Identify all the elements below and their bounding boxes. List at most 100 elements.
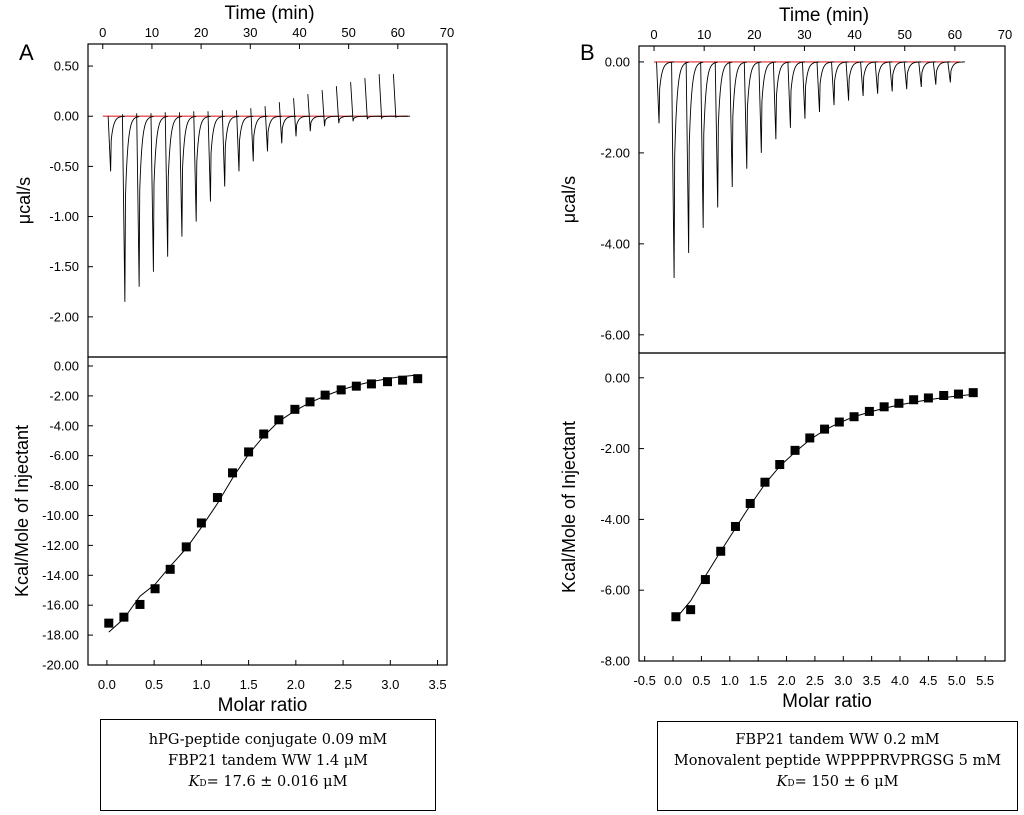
chart-a-isotherm-data-point bbox=[135, 599, 145, 609]
chart-b-thermogram-x-tick-label: 60 bbox=[948, 27, 962, 42]
chart-a-isotherm-x-tick-label: 0.5 bbox=[145, 677, 163, 692]
chart-b-thermogram-y-tick-label: -2.00 bbox=[600, 145, 630, 160]
chart-b-isotherm-x-tick-label: 4.5 bbox=[919, 673, 937, 688]
legend-b-kd-value: = 150 ± 6 μM bbox=[794, 774, 899, 790]
chart-a-thermogram-x-axis-label: Time (min) bbox=[224, 3, 314, 24]
chart-b-thermogram-injection-peak bbox=[802, 61, 820, 119]
chart-a-isotherm-y-tick-label: -12.00 bbox=[42, 538, 79, 553]
chart-b-isotherm-data-point bbox=[671, 612, 681, 622]
chart-a-isotherm-data-point bbox=[320, 390, 330, 400]
chart-a-thermogram-frame bbox=[87, 43, 448, 358]
chart-a-isotherm-data-point bbox=[150, 584, 160, 594]
chart-a-isotherm-data-point bbox=[351, 381, 361, 391]
legend-b-line2: Monovalent peptide WPPPPRVPRGSG 5 mM bbox=[673, 753, 1002, 769]
chart-a-isotherm-data-point bbox=[398, 375, 408, 385]
chart-a-isotherm-y-tick-label: -2.00 bbox=[49, 388, 79, 403]
chart-a-thermogram: 0 10 20 30 40 50 60 70 Time (min) 0.50 0.00 -0.50 -1… bbox=[14, 3, 454, 358]
chart-b-isotherm-frame bbox=[638, 352, 1006, 662]
chart-a-isotherm-data-point bbox=[413, 374, 423, 384]
chart-a-thermogram-x-tick-label: 70 bbox=[440, 25, 454, 40]
chart-a-isotherm-data-point bbox=[305, 397, 315, 407]
chart-a-isotherm-data-point bbox=[119, 612, 129, 622]
chart-a-isotherm-x-tick-label: 1.0 bbox=[192, 677, 210, 692]
chart-a-isotherm-y-tick-label: -14.00 bbox=[42, 568, 79, 583]
chart-b-thermogram-injection-peak bbox=[932, 61, 951, 85]
chart-b-isotherm-x-tick-label: 1.0 bbox=[721, 673, 739, 688]
chart-a-thermogram-injection-peak bbox=[364, 78, 382, 120]
chart-b-thermogram-injection-peak bbox=[729, 61, 747, 187]
chart-b-isotherm-x-tick-label: 3.0 bbox=[834, 673, 852, 688]
chart-a-thermogram-injection-peak bbox=[378, 74, 396, 120]
chart-b-thermogram-y-tick-label: -4.00 bbox=[600, 236, 630, 251]
chart-b-isotherm-data-point bbox=[953, 389, 963, 399]
chart-a-thermogram-injection-peak bbox=[193, 111, 211, 222]
chart-a-thermogram-injection-peak bbox=[250, 108, 268, 162]
chart-b-thermogram-injection-peak bbox=[772, 61, 791, 140]
chart-a-isotherm-data-point bbox=[290, 404, 300, 414]
panel-letter-b: B bbox=[580, 40, 595, 65]
chart-b-isotherm-data-point bbox=[864, 406, 874, 416]
chart-b-isotherm-y-tick-label: -8.00 bbox=[600, 654, 630, 669]
chart-b-isotherm-data-point bbox=[820, 424, 830, 434]
chart-b-thermogram-x-tick-label: 30 bbox=[797, 27, 811, 42]
chart-a-thermogram-injection-peak bbox=[264, 106, 282, 152]
legend-a-kd-sub: D bbox=[199, 779, 207, 789]
legend-b-line1: FBP21 tandem WW 0.2 mM bbox=[735, 732, 940, 748]
chart-a-thermogram-injection-peak bbox=[350, 82, 368, 122]
chart-b-isotherm-x-tick-label: 0.0 bbox=[664, 673, 682, 688]
chart-a-isotherm-data-point bbox=[274, 415, 284, 425]
chart-a-isotherm-data-point bbox=[259, 429, 269, 439]
chart-b-isotherm-y-tick-label: -2.00 bbox=[600, 441, 630, 456]
chart-b-thermogram-y-axis-label: μcal/s bbox=[559, 176, 579, 223]
chart-b-isotherm-x-tick-label: 5.0 bbox=[948, 673, 966, 688]
chart-a-isotherm-y-tick-label: -16.00 bbox=[42, 598, 79, 613]
chart-b-isotherm-data-point bbox=[790, 445, 800, 455]
legend-b-kd-symbol: K bbox=[776, 774, 788, 790]
chart-a-isotherm-data-point bbox=[212, 493, 222, 503]
chart-b-isotherm-x-tick-label: 1.5 bbox=[749, 673, 767, 688]
chart-a-isotherm-data-point bbox=[228, 468, 238, 478]
chart-a-thermogram-injection-peak bbox=[179, 112, 197, 237]
chart-a-isotherm-x-tick-label: 3.0 bbox=[381, 677, 399, 692]
chart-b-thermogram-injection-peak bbox=[758, 61, 776, 153]
chart-a-thermogram-x-tick-label: 0 bbox=[99, 25, 106, 40]
chart-b-isotherm-data-point bbox=[849, 412, 859, 422]
chart-b-thermogram-frame bbox=[638, 45, 1006, 354]
chart-b-isotherm-data-point bbox=[745, 498, 755, 508]
chart-a-thermogram-injection-peak bbox=[278, 102, 297, 144]
chart-b-isotherm-x-tick-label: 4.0 bbox=[891, 673, 909, 688]
chart-b-isotherm-x-tick-label: -0.5 bbox=[633, 673, 655, 688]
chart-a-isotherm-data-point bbox=[244, 447, 254, 457]
chart-b-isotherm-data-point bbox=[894, 398, 904, 408]
chart-a-isotherm-y-tick-label: 0.00 bbox=[54, 358, 79, 373]
chart-b-isotherm-x-tick-label: 3.5 bbox=[863, 673, 881, 688]
chart-a-isotherm-x-tick-label: 2.5 bbox=[334, 677, 352, 692]
chart-b-isotherm-data-point bbox=[909, 395, 919, 405]
chart-b-thermogram-x-tick-label: 20 bbox=[747, 27, 761, 42]
chart-b-thermogram-injection-peak bbox=[845, 61, 864, 101]
chart-b-isotherm-data-point bbox=[834, 417, 844, 427]
chart-b-thermogram-injection-peak bbox=[903, 61, 922, 90]
chart-a-isotherm-y-tick-label: -18.00 bbox=[42, 628, 79, 643]
chart-a-isotherm: 0.0 0.5 1.0 1.5 2.0 2.5 3.0 3.5 Molar ratio 0.00 -… bbox=[12, 356, 448, 716]
chart-a-thermogram-injection-peak bbox=[236, 110, 254, 172]
legend-a-kd-symbol: K bbox=[188, 774, 200, 790]
chart-a-thermogram-x-tick-label: 40 bbox=[292, 25, 306, 40]
legend-b-kd: KD= 150 ± 6 μM bbox=[658, 772, 1017, 795]
chart-b-isotherm-data-point bbox=[775, 460, 785, 470]
chart-b-thermogram-injection-peak bbox=[787, 61, 805, 128]
chart-b-isotherm-data-point bbox=[730, 521, 740, 531]
chart-a-isotherm-data-point bbox=[165, 564, 175, 574]
chart-b-thermogram-injection-peak bbox=[918, 61, 936, 87]
chart-b-isotherm-data-point bbox=[923, 393, 933, 403]
chart-a-isotherm-data-point bbox=[196, 518, 206, 528]
chart-a-thermogram-y-tick-label: -1.50 bbox=[49, 259, 79, 274]
chart-a-thermogram-injection-peak bbox=[335, 86, 354, 124]
chart-b-isotherm-data-point bbox=[968, 388, 978, 398]
chart-b-isotherm-data-point bbox=[686, 605, 696, 615]
chart-a-thermogram-x-tick-label: 10 bbox=[145, 25, 159, 40]
chart-a-thermogram-y-tick-label: -2.00 bbox=[49, 309, 79, 324]
chart-b-thermogram-y-tick-label: 0.00 bbox=[605, 54, 630, 69]
panel-letter-a: A bbox=[19, 40, 34, 65]
chart-a-thermogram-x-tick-label: 30 bbox=[243, 25, 257, 40]
